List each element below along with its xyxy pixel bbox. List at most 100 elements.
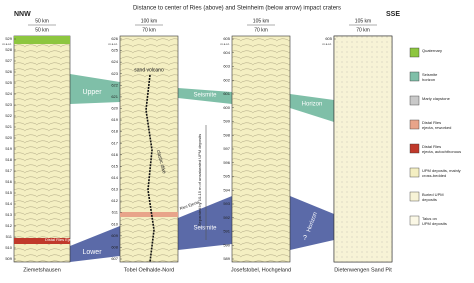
- talus: [333, 35, 393, 263]
- elevation-label: 515: [5, 190, 12, 195]
- label: Seismite: [193, 93, 217, 99]
- legend-swatch: [409, 191, 420, 202]
- column: [119, 35, 179, 263]
- elevation-label: 612: [111, 198, 118, 203]
- distance: 70 km: [254, 27, 268, 33]
- elevation-label: 525: [5, 80, 12, 85]
- elevation-label: 624: [111, 59, 118, 64]
- elevation-label: 590: [223, 242, 230, 247]
- legend-label: Seismite: [422, 72, 438, 77]
- legend-swatch: [409, 143, 420, 154]
- elevation-label: 621: [111, 94, 118, 99]
- elevation-label: 616: [111, 152, 118, 157]
- label: Distal Ries Ejecta: [45, 237, 77, 242]
- elevation-label: 601: [223, 91, 230, 96]
- elevation-label: 591: [223, 229, 230, 234]
- elevation-label: 599: [223, 119, 230, 124]
- elevation-label: 593: [223, 201, 230, 206]
- ejecta: [14, 238, 70, 244]
- label: sand volcano: [134, 67, 164, 73]
- elevation-label: 519: [5, 146, 12, 151]
- elevation-label: 523: [5, 102, 12, 107]
- legend-label: horizon: [422, 77, 435, 82]
- title: Distance to center of Ries (above) and S…: [133, 6, 341, 12]
- elevation-label: 613: [111, 187, 118, 192]
- legend-swatch: [409, 71, 420, 82]
- distance: 50 km: [35, 27, 49, 33]
- column-name: Tobel Oelhalde-Nord: [124, 267, 174, 273]
- elevation-label: 513: [5, 212, 12, 217]
- elevation-label: 609: [111, 233, 118, 238]
- label: Lower: [82, 249, 102, 256]
- elevation-label: 516: [5, 179, 12, 184]
- elevation-label: 602: [223, 77, 230, 82]
- legend-label: Quaternary: [422, 48, 442, 53]
- elevation-label: 596: [223, 160, 230, 165]
- column-name: Ziemetshausen: [23, 267, 61, 273]
- elevation-label: 605: [325, 36, 332, 41]
- distance: 105 km: [355, 18, 371, 24]
- elevation-label: 527: [5, 58, 12, 63]
- elevation-label: 625: [111, 48, 118, 53]
- elevation-label: 608: [111, 244, 118, 249]
- elevation-label: 595: [223, 174, 230, 179]
- elevation-label: 611: [112, 210, 119, 215]
- elevation-label: 511: [6, 234, 13, 239]
- legend-label: Distal Ries: [422, 120, 441, 125]
- elevation-label: 509: [5, 256, 12, 261]
- legend-label: Buried UPM: [422, 192, 444, 197]
- elevation-label: 619: [111, 117, 118, 122]
- legend-label: Talus on: [422, 216, 437, 221]
- unit: m a.s.l.: [2, 42, 12, 46]
- seismite-band: [290, 94, 334, 122]
- elevation-label: 623: [111, 71, 118, 76]
- column: [231, 35, 291, 263]
- elevation-label: 526: [5, 69, 12, 74]
- legend-swatch: [409, 215, 420, 226]
- distance: 70 km: [356, 27, 370, 33]
- legend-label: UPM deposits, mainly: [422, 168, 461, 173]
- label: Upper: [82, 89, 102, 96]
- elevation-label: 522: [5, 113, 12, 118]
- unit: m a.s.l.: [322, 42, 332, 46]
- elevation-label: 518: [5, 157, 12, 162]
- elevation-label: 528: [5, 47, 12, 52]
- elevation-label: 520: [5, 135, 12, 140]
- label: Seismite: [193, 226, 217, 232]
- ejecta: [120, 212, 178, 217]
- label: Ries Ejecta: [179, 199, 200, 211]
- legend-swatch: [409, 167, 420, 178]
- label: Horizon: [302, 102, 323, 108]
- legend-label: UPM deposits: [422, 221, 447, 226]
- distance: 50 km: [35, 18, 49, 24]
- direction: NNW: [14, 11, 31, 18]
- elevation-label: 604: [223, 50, 230, 55]
- elevation-label: 529: [5, 36, 12, 41]
- unit: m a.s.l.: [220, 42, 230, 46]
- lower-band: [290, 196, 334, 250]
- seismite-band: [178, 88, 232, 104]
- elevation-label: 594: [223, 187, 230, 192]
- lower-band: [70, 226, 120, 262]
- direction: SSE: [386, 11, 400, 18]
- distance: 100 km: [141, 18, 157, 24]
- elevation-label: 617: [111, 140, 118, 145]
- elevation-label: 626: [111, 36, 118, 41]
- elevation-label: 622: [111, 82, 118, 87]
- column: [13, 35, 71, 263]
- legend-swatch: [409, 119, 420, 130]
- legend-label: ejecta, autochthonous: [422, 149, 461, 154]
- quaternary: [14, 36, 70, 44]
- elevation-label: 589: [223, 256, 230, 261]
- elevation-label: 517: [5, 168, 12, 173]
- elevation-label: 615: [111, 163, 118, 168]
- label: Separated by 10-15 m of unsaturated UPM …: [197, 134, 202, 226]
- elevation-label: 620: [111, 106, 118, 111]
- elevation-label: 524: [5, 91, 12, 96]
- elevation-label: 607: [111, 256, 118, 261]
- legend-swatch: [409, 47, 420, 58]
- elevation-label: 598: [223, 132, 230, 137]
- column-name: Josefstobel, Hochgeland: [231, 267, 291, 273]
- elevation-label: 510: [5, 245, 12, 250]
- legend-swatch: [409, 95, 420, 106]
